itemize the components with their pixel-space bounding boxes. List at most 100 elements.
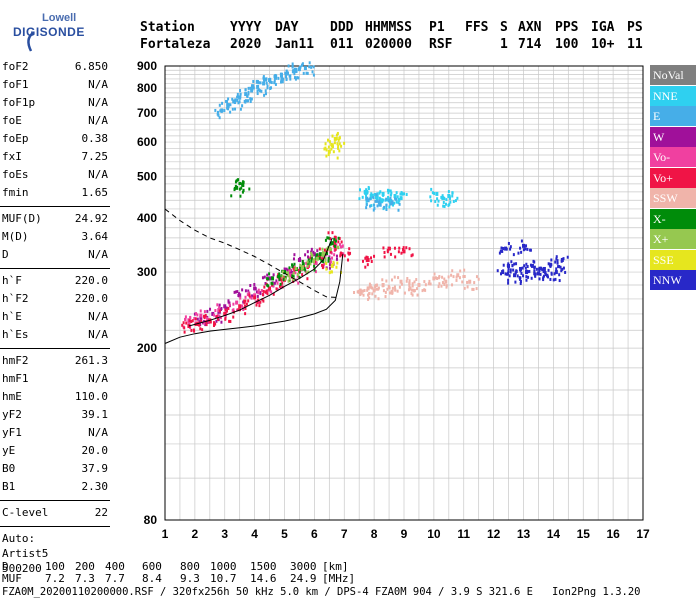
data-speckle-vo xyxy=(244,305,247,309)
param-value: 110.0 xyxy=(74,390,108,403)
data-speckle-w xyxy=(204,323,207,327)
data-speckle-nnw xyxy=(525,262,528,266)
data-point-nnw xyxy=(524,270,528,275)
data-speckle-vo xyxy=(218,309,221,313)
data-point-vo xyxy=(366,257,370,262)
data-speckle-e xyxy=(375,199,378,203)
data-speckle-vo xyxy=(228,303,231,307)
data-speckle-nne xyxy=(433,191,436,195)
data-speckle-sse xyxy=(327,153,330,157)
data-speckle-ssw xyxy=(368,292,371,296)
param-row: foEs N/A xyxy=(2,168,108,186)
data-speckle-nnw xyxy=(499,249,502,253)
data-speckle-nnw xyxy=(520,271,523,275)
muf-row-cell: 7.2 xyxy=(45,572,65,585)
data-point-e xyxy=(390,200,394,205)
data-speckle-ssw xyxy=(408,279,411,283)
data-speckle-nnw xyxy=(500,246,503,250)
data-point-w xyxy=(253,286,257,291)
data-speckle-e xyxy=(217,113,220,117)
legend-item-w: W xyxy=(650,126,696,147)
data-speckle-e xyxy=(282,77,285,81)
data-speckle-w xyxy=(235,290,238,294)
data-speckle-w xyxy=(263,275,266,279)
data-speckle-e xyxy=(280,72,283,76)
data-speckle-sse xyxy=(330,270,333,274)
data-speckle-e xyxy=(291,70,294,74)
data-speckle-ssw xyxy=(384,295,387,299)
data-speckle-ssw xyxy=(428,279,431,283)
data-speckle-e xyxy=(383,205,386,209)
data-speckle-ssw xyxy=(363,289,366,293)
data-speckle-w xyxy=(283,267,286,271)
data-speckle-nne xyxy=(440,195,443,199)
data-point-nnw xyxy=(522,243,525,248)
data-speckle-w xyxy=(249,283,252,287)
data-speckle-ssw xyxy=(437,285,440,289)
data-point-vo xyxy=(223,311,227,316)
param-name: yF2 xyxy=(2,408,22,421)
data-speckle-vo xyxy=(365,255,368,259)
data-point-w xyxy=(312,252,316,257)
data-speckle-nnw xyxy=(549,277,552,281)
data-speckle-nnw xyxy=(558,279,561,283)
data-speckle-e xyxy=(312,65,315,69)
data-speckle-vo xyxy=(321,266,324,270)
data-point-e xyxy=(285,71,289,76)
data-speckle-nnw xyxy=(515,269,518,273)
data-speckle-e xyxy=(280,78,283,82)
data-speckle-e xyxy=(220,109,223,113)
data-speckle-vo xyxy=(327,231,330,235)
data-speckle-x xyxy=(278,272,281,276)
data-speckle-vo xyxy=(313,266,316,270)
data-point-nne xyxy=(441,196,445,201)
legend-item-x: X+ xyxy=(650,229,696,249)
data-speckle-x xyxy=(288,277,291,281)
d-row-cell: 400 xyxy=(105,560,125,573)
param-value: 22 xyxy=(94,506,108,519)
data-speckle-vo xyxy=(214,309,217,313)
data-speckle-vo xyxy=(190,319,193,323)
data-speckle-ssw xyxy=(452,275,455,279)
data-point-nnw xyxy=(536,271,540,276)
data-speckle-vo xyxy=(347,251,350,255)
d-row-cell: 600 xyxy=(142,560,162,573)
data-speckle-vo xyxy=(292,266,295,270)
data-point-nnw xyxy=(560,257,564,262)
data-speckle-e xyxy=(306,71,309,75)
data-speckle-vo xyxy=(258,301,261,305)
data-speckle-vo xyxy=(370,260,373,264)
data-speckle-vo xyxy=(364,265,367,269)
data-speckle-vo xyxy=(213,321,216,325)
data-speckle-w xyxy=(209,307,212,311)
data-speckle-nne xyxy=(387,191,390,195)
muf-row-cell: 14.6 xyxy=(250,572,277,585)
data-speckle-nnw xyxy=(566,255,569,259)
data-speckle-ssw xyxy=(411,282,414,286)
data-speckle-x xyxy=(235,179,238,183)
data-speckle-e xyxy=(285,69,288,73)
data-speckle-w xyxy=(218,303,221,307)
data-speckle-vo xyxy=(191,319,194,323)
data-speckle-sse xyxy=(337,138,340,142)
data-speckle-x xyxy=(307,258,310,262)
data-speckle-vo xyxy=(199,309,202,313)
data-speckle-nnw xyxy=(539,272,542,276)
data-speckle-vo xyxy=(260,289,263,293)
data-speckle-e xyxy=(247,92,250,96)
data-speckle-w xyxy=(233,290,236,294)
data-speckle-vo xyxy=(196,313,199,317)
data-speckle-nnw xyxy=(554,277,557,281)
data-speckle-vo xyxy=(366,263,369,267)
data-speckle-vo xyxy=(247,291,250,295)
data-speckle-vo xyxy=(200,319,203,323)
data-speckle-vo xyxy=(181,323,184,327)
data-speckle-nne xyxy=(454,199,457,203)
data-speckle-vo xyxy=(277,273,280,277)
data-speckle-nnw xyxy=(502,263,505,267)
param-row: foF1p N/A xyxy=(2,96,108,114)
data-speckle-vo xyxy=(338,243,341,247)
data-speckle-nnw xyxy=(514,280,517,284)
data-speckle-x xyxy=(321,251,324,255)
data-point-e xyxy=(244,92,248,97)
